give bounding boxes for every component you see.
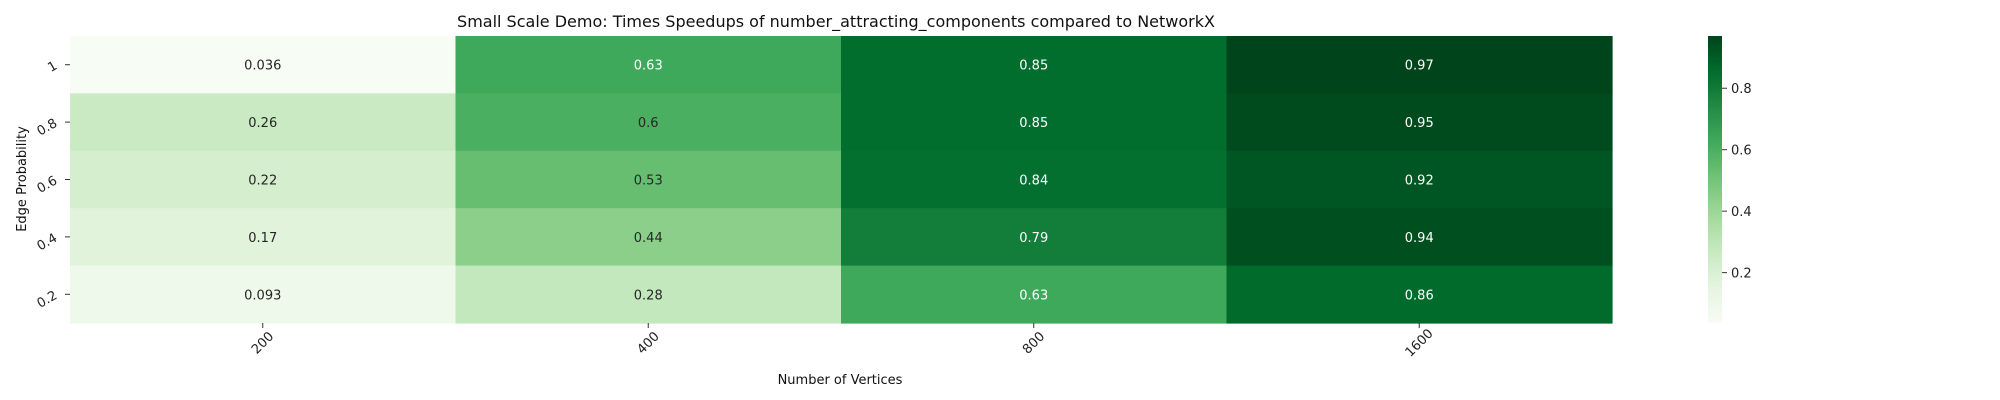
cell-value-label: 0.17	[248, 231, 277, 246]
y-tick-label: 0.2	[35, 288, 60, 311]
heatmap-cell	[70, 150, 457, 209]
colorbar-tick-label: 0.2	[1731, 267, 1752, 282]
cell-value-label: 0.22	[248, 174, 277, 189]
cell-value-label: 0.53	[634, 174, 663, 189]
y-axis-label: Edge Probability	[15, 126, 30, 232]
heatmap-cell	[1226, 93, 1613, 152]
cell-value-label: 0.95	[1405, 116, 1434, 131]
x-tick-label: 200	[249, 329, 277, 357]
cell-value-label: 0.97	[1405, 59, 1434, 74]
cell-value-label: 0.036	[244, 59, 281, 74]
chart-title: Small Scale Demo: Times Speedups of numb…	[457, 12, 1215, 32]
cell-value-label: 0.6	[638, 116, 659, 131]
colorbar-tick-label: 0.6	[1731, 144, 1752, 159]
y-axis: 1 0.8 0.6 0.4 0.2	[35, 59, 70, 312]
cell-value-label: 0.63	[634, 59, 663, 74]
heatmap-cell	[1226, 208, 1613, 267]
cell-value-label: 0.26	[248, 116, 277, 131]
heatmap-cell	[841, 208, 1228, 267]
heatmap-cell	[1226, 265, 1613, 324]
heatmap-cell	[70, 265, 457, 324]
x-tick-label: 800	[1020, 329, 1048, 357]
y-tick-label: 0.4	[35, 231, 60, 254]
cell-value-label: 0.63	[1019, 288, 1048, 303]
cell-value-label: 0.94	[1405, 231, 1434, 246]
heatmap-cell	[1226, 150, 1613, 209]
y-tick-label: 1	[45, 59, 60, 76]
heatmap-cell	[1226, 36, 1613, 94]
heatmap-cell	[70, 36, 457, 94]
heatmap-cell	[70, 93, 457, 152]
heatmap-cell	[455, 150, 842, 209]
heatmap-cell	[455, 36, 842, 94]
colorbar-tick-label: 0.4	[1731, 205, 1752, 220]
y-tick-label: 0.6	[35, 173, 60, 196]
cell-value-label: 0.92	[1405, 174, 1434, 189]
heatmap-cells	[70, 36, 1613, 324]
x-axis-label: Number of Vertices	[778, 373, 903, 388]
cell-value-label: 0.85	[1019, 116, 1048, 131]
cell-value-label: 0.44	[634, 231, 663, 246]
heatmap-cell	[455, 265, 842, 324]
heatmap-cell	[841, 36, 1228, 94]
heatmap-cell	[841, 150, 1228, 209]
cell-value-label: 0.86	[1405, 288, 1434, 303]
heatmap-cell	[70, 208, 457, 267]
heatmap-cell	[841, 265, 1228, 324]
heatmap-cell-labels: 0.036 0.63 0.85 0.97 0.26 0.6 0.85 0.95 0.22 0.53…	[244, 59, 1434, 304]
heatmap-cell	[841, 93, 1228, 152]
x-axis: 200 400 800 1600	[249, 323, 1437, 360]
colorbar: 0.2 0.4 0.6 0.8	[1708, 36, 1752, 323]
heatmap-cell	[455, 93, 842, 152]
colorbar-gradient	[1708, 36, 1722, 323]
cell-value-label: 0.093	[244, 288, 281, 303]
cell-value-label: 0.85	[1019, 59, 1048, 74]
x-tick-label: 1600	[1403, 326, 1437, 360]
y-tick-label: 0.8	[35, 116, 60, 139]
x-tick-label: 400	[635, 329, 663, 357]
cell-value-label: 0.84	[1019, 174, 1048, 189]
cell-value-label: 0.28	[634, 288, 663, 303]
cell-value-label: 0.79	[1019, 231, 1048, 246]
heatmap-cell	[455, 208, 842, 267]
colorbar-tick-label: 0.8	[1731, 82, 1752, 97]
